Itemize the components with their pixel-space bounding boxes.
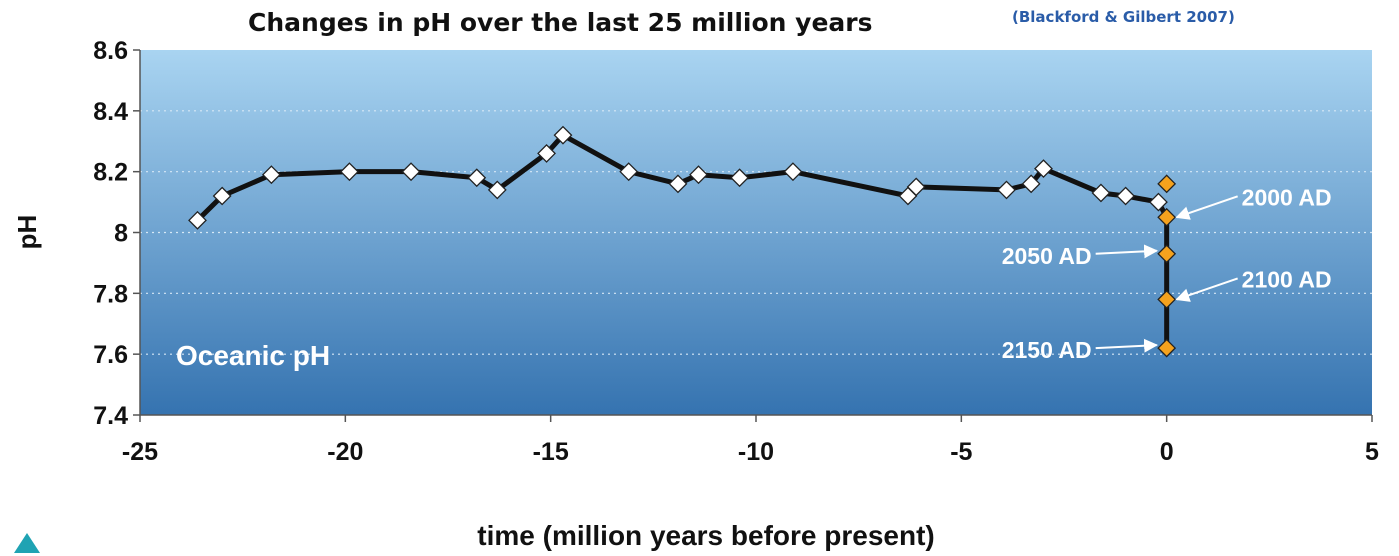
history-data-point [783,162,803,182]
history-data-point [340,162,359,182]
history-data-point [212,186,232,206]
history-data-point [619,162,639,182]
history-data-point [689,165,708,185]
history-data-point [997,180,1016,200]
annotation-label: 2050 AD [1002,243,1092,269]
x-axis-label: time (million years before present) [477,520,934,551]
y-tick-label: 8.6 [93,37,128,65]
projection-data-point [1157,289,1177,309]
x-tick-label: -15 [533,438,569,466]
y-tick-label: 8 [114,220,128,248]
y-tick-label: 7.4 [93,402,128,430]
triangle-icon [14,533,40,553]
history-data-point [261,165,281,185]
y-tick-label: 7.8 [93,280,128,308]
history-data-point [906,177,926,197]
history-data-point [1149,192,1168,212]
history-data-point [401,162,421,182]
x-tick-label: -20 [327,438,363,466]
history-data-point [553,125,573,145]
history-data-point [1091,183,1111,203]
history-data-point [668,174,688,194]
history-data-point [730,168,749,188]
y-tick-label: 8.4 [93,98,128,126]
history-data-point [1021,174,1041,194]
annotation-label: 2150 AD [1002,337,1092,363]
annotation-arrow [1175,195,1238,220]
history-data-point [1116,186,1136,206]
annotation-arrow [1095,338,1159,353]
panel-label: Oceanic pH [176,340,330,371]
chart-title: Changes in pH over the last 25 million y… [248,8,873,37]
y-tick-label: 7.6 [93,341,128,369]
x-tick-label: 0 [1160,438,1174,466]
x-tick-label: -10 [738,438,774,466]
annotation-arrow [1175,277,1238,302]
history-data-point [487,180,507,200]
history-data-point [537,143,556,163]
chart-source: (Blackford & Gilbert 2007) [1012,8,1235,26]
history-series-line [195,132,1159,223]
x-tick-label: -25 [122,438,158,466]
projection-data-point [1157,338,1177,358]
annotation-arrow [1095,244,1159,259]
y-axis-label: pH [12,215,42,250]
annotation-label: 2000 AD [1242,184,1332,210]
projection-data-point [1157,244,1177,264]
history-data-point [467,168,487,188]
history-data-point [188,210,207,230]
x-tick-label: 5 [1365,438,1379,466]
x-tick-label: -5 [950,438,972,466]
projection-data-point [1157,174,1177,194]
projection-data-point [1157,207,1177,227]
y-tick-label: 8.2 [93,159,128,187]
history-data-point [1034,159,1053,179]
annotation-label: 2100 AD [1242,266,1332,292]
